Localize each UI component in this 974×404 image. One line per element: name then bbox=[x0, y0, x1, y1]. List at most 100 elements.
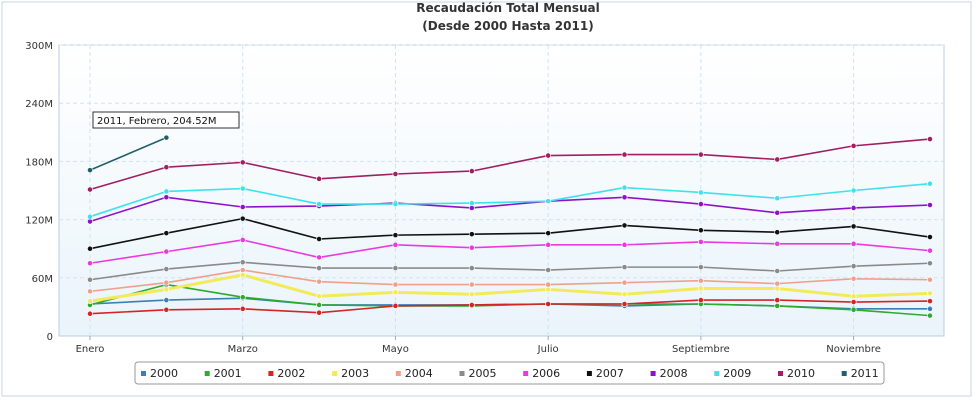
data-point-2009[interactable] bbox=[239, 185, 246, 192]
data-point-2008[interactable] bbox=[697, 201, 704, 207]
data-point-2002[interactable] bbox=[163, 306, 170, 313]
legend-item-2006[interactable]: 2006 bbox=[523, 367, 560, 380]
data-point-2005[interactable] bbox=[239, 259, 246, 266]
data-point-2010[interactable] bbox=[927, 136, 933, 142]
data-point-2006[interactable] bbox=[774, 240, 781, 247]
data-point-2003[interactable] bbox=[163, 286, 170, 293]
data-point-2008[interactable] bbox=[850, 205, 857, 211]
data-point-2006[interactable] bbox=[927, 247, 933, 254]
data-point-2004[interactable] bbox=[621, 279, 628, 286]
data-point-2004[interactable] bbox=[927, 276, 933, 283]
legend-item-2005[interactable]: 2005 bbox=[459, 367, 497, 380]
legend-item-2000[interactable]: 2000 bbox=[141, 367, 178, 380]
data-point-2006[interactable] bbox=[239, 237, 246, 243]
data-point-2008[interactable] bbox=[87, 218, 93, 225]
data-point-2002[interactable] bbox=[239, 305, 246, 312]
data-point-2006[interactable] bbox=[316, 254, 322, 261]
data-point-2003[interactable] bbox=[774, 285, 781, 292]
data-point-2007[interactable] bbox=[774, 229, 781, 236]
data-point-2009[interactable] bbox=[468, 200, 475, 207]
data-point-2002[interactable] bbox=[697, 297, 704, 304]
data-point-2008[interactable] bbox=[927, 202, 933, 208]
data-point-2005[interactable] bbox=[87, 276, 93, 283]
data-point-2003[interactable] bbox=[545, 286, 552, 293]
data-point-2003[interactable] bbox=[392, 289, 399, 296]
data-point-2004[interactable] bbox=[468, 281, 475, 288]
data-point-2010[interactable] bbox=[468, 168, 475, 174]
data-point-2011[interactable] bbox=[87, 167, 93, 174]
data-point-2005[interactable] bbox=[621, 264, 628, 271]
data-point-2006[interactable] bbox=[545, 241, 552, 248]
data-point-2009[interactable] bbox=[774, 195, 781, 202]
data-point-2006[interactable] bbox=[392, 241, 399, 248]
data-point-2009[interactable] bbox=[621, 184, 628, 191]
legend-item-2011[interactable]: 2011 bbox=[841, 367, 879, 380]
data-point-2005[interactable] bbox=[850, 263, 857, 270]
data-point-2002[interactable] bbox=[927, 298, 933, 304]
data-point-2001[interactable] bbox=[927, 312, 933, 319]
data-point-2004[interactable] bbox=[545, 281, 552, 288]
data-point-2011[interactable] bbox=[163, 134, 170, 141]
legend-item-2010[interactable]: 2010 bbox=[778, 367, 815, 380]
data-point-2004[interactable] bbox=[239, 267, 246, 273]
data-point-2008[interactable] bbox=[621, 194, 628, 201]
data-point-2009[interactable] bbox=[163, 188, 170, 195]
data-point-2005[interactable] bbox=[545, 267, 552, 273]
data-point-2010[interactable] bbox=[163, 164, 170, 171]
data-point-2006[interactable] bbox=[697, 239, 704, 245]
data-point-2007[interactable] bbox=[392, 232, 399, 239]
data-point-2004[interactable] bbox=[774, 280, 781, 287]
data-point-2009[interactable] bbox=[545, 198, 552, 205]
data-point-2002[interactable] bbox=[774, 297, 781, 304]
data-point-2006[interactable] bbox=[163, 248, 170, 255]
data-point-2005[interactable] bbox=[468, 265, 475, 271]
legend-item-2003[interactable]: 2003 bbox=[332, 367, 369, 380]
data-point-2010[interactable] bbox=[850, 142, 857, 149]
data-point-2008[interactable] bbox=[468, 205, 475, 211]
data-point-2007[interactable] bbox=[87, 245, 93, 252]
data-point-2010[interactable] bbox=[87, 186, 93, 193]
data-point-2003[interactable] bbox=[239, 271, 246, 278]
data-point-2009[interactable] bbox=[392, 201, 399, 207]
data-point-2003[interactable] bbox=[927, 290, 933, 297]
data-point-2005[interactable] bbox=[697, 264, 704, 271]
data-point-2007[interactable] bbox=[697, 227, 704, 234]
data-point-2010[interactable] bbox=[239, 159, 246, 166]
data-point-2000[interactable] bbox=[927, 305, 933, 312]
data-point-2007[interactable] bbox=[468, 231, 475, 238]
data-point-2005[interactable] bbox=[163, 266, 170, 272]
data-point-2009[interactable] bbox=[316, 201, 322, 207]
data-point-2004[interactable] bbox=[697, 277, 704, 284]
data-point-2007[interactable] bbox=[850, 223, 857, 230]
data-point-2004[interactable] bbox=[392, 281, 399, 288]
data-point-2007[interactable] bbox=[927, 234, 933, 240]
data-point-2001[interactable] bbox=[850, 306, 857, 313]
data-point-2009[interactable] bbox=[87, 213, 93, 220]
data-point-2003[interactable] bbox=[468, 291, 475, 298]
data-point-2010[interactable] bbox=[697, 151, 704, 158]
data-point-2003[interactable] bbox=[316, 293, 322, 300]
data-point-2004[interactable] bbox=[850, 275, 857, 282]
data-point-2003[interactable] bbox=[87, 298, 93, 304]
legend-item-2002[interactable]: 2002 bbox=[268, 367, 305, 380]
legend-item-2001[interactable]: 2001 bbox=[204, 367, 242, 380]
data-point-2007[interactable] bbox=[621, 222, 628, 229]
data-point-2009[interactable] bbox=[850, 187, 857, 194]
legend-item-2008[interactable]: 2008 bbox=[650, 367, 688, 380]
data-point-2003[interactable] bbox=[621, 291, 628, 298]
data-point-2005[interactable] bbox=[927, 260, 933, 267]
data-point-2001[interactable] bbox=[239, 294, 246, 301]
data-point-2009[interactable] bbox=[697, 189, 704, 196]
legend-item-2004[interactable]: 2004 bbox=[395, 367, 433, 380]
data-point-2002[interactable] bbox=[621, 301, 628, 307]
data-point-2003[interactable] bbox=[850, 293, 857, 300]
data-point-2009[interactable] bbox=[927, 180, 933, 187]
data-point-2008[interactable] bbox=[163, 194, 170, 201]
data-point-2002[interactable] bbox=[392, 303, 399, 309]
data-point-2007[interactable] bbox=[545, 230, 552, 237]
data-point-2006[interactable] bbox=[468, 244, 475, 251]
data-point-2004[interactable] bbox=[87, 288, 93, 295]
data-point-2006[interactable] bbox=[621, 241, 628, 248]
data-point-2010[interactable] bbox=[774, 156, 781, 163]
data-point-2000[interactable] bbox=[163, 297, 170, 304]
